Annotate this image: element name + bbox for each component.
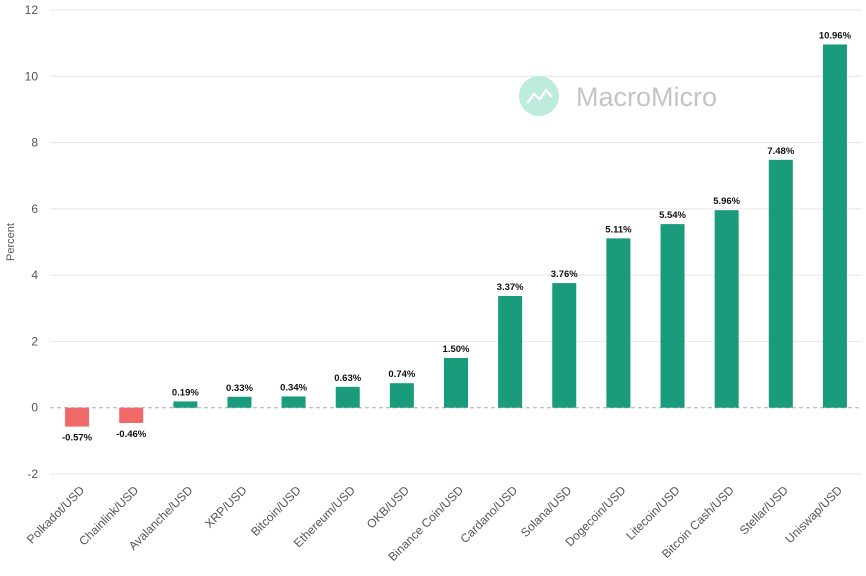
y-tick-label: 12 <box>25 3 39 17</box>
data-label: 0.33% <box>226 383 253 394</box>
x-tick-label: Uniswap/USD <box>782 483 845 546</box>
bar[interactable] <box>119 407 144 423</box>
y-tick-label: 6 <box>31 202 38 216</box>
bar[interactable] <box>65 407 90 427</box>
data-label: 0.34% <box>280 382 307 393</box>
y-tick-label: 2 <box>31 334 38 348</box>
y-tick-label: -2 <box>27 467 38 481</box>
bar[interactable] <box>552 283 577 408</box>
x-tick-label: XRP/USD <box>202 483 250 531</box>
bar[interactable] <box>173 401 198 408</box>
data-label: 5.11% <box>605 224 632 235</box>
gridlines <box>50 9 862 475</box>
watermark-text: MacroMicro <box>576 82 717 112</box>
y-axis-label: Percent <box>5 223 17 261</box>
x-tick-label: Litecoin/USD <box>623 483 683 543</box>
bar[interactable] <box>227 396 252 408</box>
bar[interactable] <box>498 296 523 408</box>
data-label: 0.19% <box>172 387 199 398</box>
watermark-chart-glyph-icon <box>526 88 553 104</box>
data-label: 1.50% <box>443 344 470 355</box>
y-tick-label: 10 <box>25 69 39 83</box>
watermark: MacroMicro <box>519 76 717 116</box>
y-axis-ticks: -2 0 2 4 6 8 10 12 <box>25 3 39 481</box>
data-label: 0.63% <box>334 373 361 384</box>
bar[interactable] <box>281 396 306 408</box>
bar[interactable] <box>606 238 631 408</box>
data-label: 3.37% <box>497 282 524 293</box>
data-label: 7.48% <box>767 146 794 157</box>
watermark-logo-icon <box>519 76 559 116</box>
x-tick-label: Cardano/USD <box>458 483 521 546</box>
data-label: 5.96% <box>713 196 740 207</box>
bar[interactable] <box>822 44 847 408</box>
data-labels: -0.57% -0.46% 0.19% 0.33% 0.34% 0.63% 0.74% 1.5… <box>62 30 852 443</box>
bar[interactable] <box>444 358 468 408</box>
data-label: -0.57% <box>62 433 93 444</box>
x-tick-label: Solana/USD <box>518 483 575 540</box>
y-tick-label: 8 <box>31 136 38 150</box>
data-label: 0.74% <box>388 369 415 380</box>
bar[interactable] <box>660 224 685 408</box>
y-tick-label: 0 <box>31 401 38 415</box>
data-label: 5.54% <box>659 210 686 221</box>
y-tick-label: 4 <box>31 268 38 282</box>
bar[interactable] <box>768 159 793 408</box>
x-tick-label: Stellar/USD <box>737 483 791 537</box>
x-tick-label: OKB/USD <box>364 483 412 531</box>
bar[interactable] <box>714 210 739 408</box>
data-label: 10.96% <box>819 30 852 41</box>
data-label: 3.76% <box>551 269 578 280</box>
bars <box>65 44 847 427</box>
data-label: -0.46% <box>116 429 147 440</box>
x-tick-label: Bitcoin/USD <box>248 483 304 539</box>
bar[interactable] <box>389 383 414 408</box>
bar[interactable] <box>335 386 360 408</box>
